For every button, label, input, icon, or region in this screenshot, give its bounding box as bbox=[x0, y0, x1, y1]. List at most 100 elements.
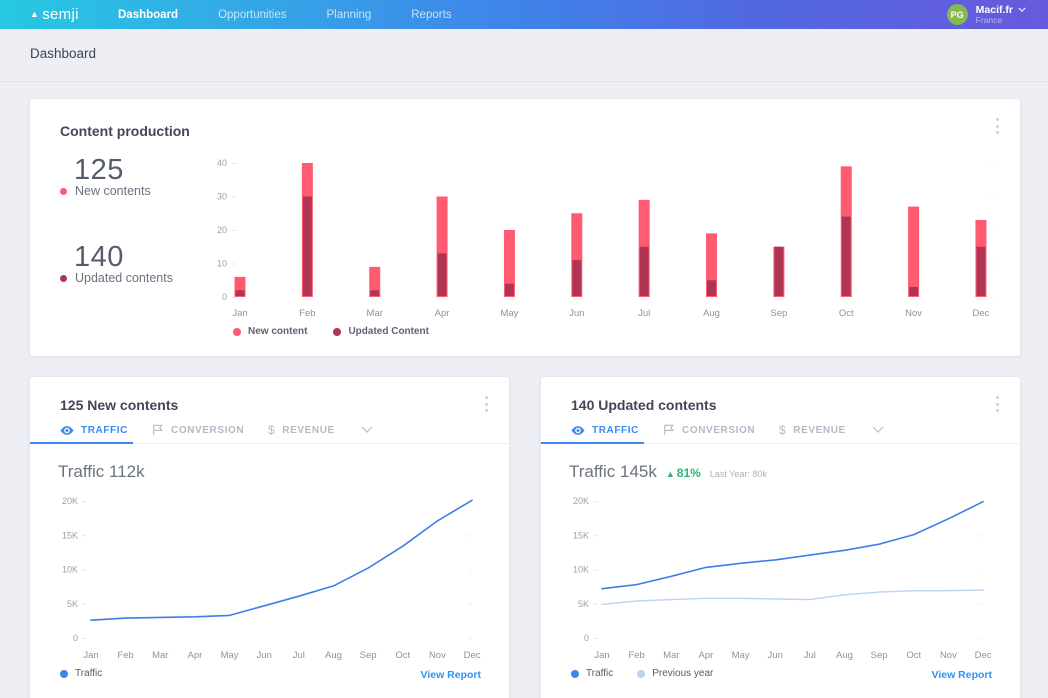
svg-text:May: May bbox=[500, 308, 518, 319]
dollar-icon: $ bbox=[779, 423, 787, 437]
svg-text:20: 20 bbox=[217, 225, 227, 235]
svg-text:Jun: Jun bbox=[257, 650, 272, 661]
svg-text:Dec: Dec bbox=[973, 308, 990, 319]
svg-text:Oct: Oct bbox=[906, 650, 921, 661]
updated-contents-card: 140 Updated contents TRAFFIC CONVERSION … bbox=[541, 377, 1020, 698]
svg-text:10: 10 bbox=[217, 259, 227, 269]
svg-text:30: 30 bbox=[217, 192, 227, 202]
new-content-dot-icon bbox=[60, 187, 67, 195]
last-year-note: Last Year: 80k bbox=[709, 469, 767, 479]
svg-text:Jan: Jan bbox=[594, 650, 609, 661]
svg-text:Sep: Sep bbox=[770, 308, 787, 319]
svg-text:20K: 20K bbox=[573, 496, 589, 506]
tab-traffic[interactable]: TRAFFIC bbox=[571, 417, 639, 443]
svg-text:May: May bbox=[221, 650, 239, 661]
line-chart-legend: Traffic bbox=[60, 668, 102, 679]
svg-text:Jan: Jan bbox=[83, 650, 98, 661]
svg-text:5K: 5K bbox=[578, 599, 589, 609]
svg-text:Sep: Sep bbox=[360, 650, 377, 661]
metric-tabs: TRAFFIC CONVERSION $ REVENUE bbox=[541, 417, 1020, 444]
svg-text:0: 0 bbox=[73, 633, 78, 643]
nav-tab-dashboard[interactable]: Dashboard bbox=[118, 8, 179, 21]
eye-icon bbox=[60, 425, 74, 435]
delta-badge: ▲ 81% bbox=[665, 466, 701, 480]
view-report-link[interactable]: View Report bbox=[420, 669, 482, 681]
tab-revenue[interactable]: $ REVENUE bbox=[779, 423, 846, 437]
updated-content-dot-icon bbox=[333, 327, 342, 336]
account-region: France bbox=[975, 14, 1003, 25]
svg-text:Mar: Mar bbox=[663, 650, 679, 661]
svg-text:10K: 10K bbox=[573, 565, 589, 575]
card-title: 125 New contents bbox=[60, 397, 179, 413]
nav-tab-reports[interactable]: Reports bbox=[411, 8, 452, 21]
svg-text:May: May bbox=[732, 650, 750, 661]
svg-text:0: 0 bbox=[222, 292, 227, 302]
updated-contents-stat: Updated contents bbox=[60, 271, 173, 285]
legend-new-content: New content bbox=[233, 326, 307, 337]
tab-conversion[interactable]: CONVERSION bbox=[663, 417, 755, 443]
svg-text:Nov: Nov bbox=[905, 308, 922, 319]
header-divider bbox=[0, 81, 1048, 82]
active-tab-underline bbox=[30, 442, 133, 444]
traffic-metric: Traffic 145k ▲ 81% Last Year: 80k bbox=[569, 462, 767, 481]
new-contents-count: 125 bbox=[74, 154, 124, 186]
svg-text:Jul: Jul bbox=[293, 650, 305, 661]
svg-text:Jun: Jun bbox=[768, 650, 783, 661]
new-content-dot-icon bbox=[233, 327, 241, 336]
nav-tab-opportunities[interactable]: Opportunities bbox=[218, 8, 287, 21]
svg-text:Feb: Feb bbox=[117, 650, 133, 661]
dollar-icon: $ bbox=[268, 423, 276, 437]
card-title: 140 Updated contents bbox=[571, 397, 717, 413]
svg-text:Mar: Mar bbox=[152, 650, 168, 661]
tabs-chevron-down-icon[interactable] bbox=[361, 426, 373, 433]
traffic-dot-icon bbox=[571, 669, 579, 678]
semji-logo[interactable]: ▲ semji bbox=[30, 0, 79, 29]
kebab-menu-button[interactable] bbox=[990, 394, 1004, 414]
svg-text:Oct: Oct bbox=[395, 650, 410, 661]
avatar: PG bbox=[946, 4, 968, 25]
legend-previous-year: Previous year bbox=[637, 668, 713, 679]
nav-tab-planning[interactable]: Planning bbox=[326, 8, 372, 21]
svg-text:40: 40 bbox=[217, 158, 227, 168]
kebab-menu-button[interactable] bbox=[990, 116, 1004, 136]
legend-traffic: Traffic bbox=[60, 668, 102, 679]
legend-updated-content: Updated Content bbox=[333, 326, 429, 337]
account-name: Macif.fr bbox=[975, 3, 1013, 16]
metric-tabs: TRAFFIC CONVERSION $ REVENUE bbox=[30, 417, 509, 444]
card-title: Content production bbox=[60, 123, 190, 139]
new-contents-card: 125 New contents TRAFFIC CONVERSION $ RE… bbox=[30, 377, 509, 698]
up-arrow-icon: ▲ bbox=[665, 469, 675, 479]
line-chart-legend: Traffic Previous year bbox=[571, 668, 713, 679]
flag-icon bbox=[153, 424, 164, 436]
logo-triangle-icon: ▲ bbox=[30, 8, 40, 19]
user-meta: Macif.fr France bbox=[976, 4, 1026, 26]
logo-text: semji bbox=[42, 6, 79, 23]
tab-traffic[interactable]: TRAFFIC bbox=[60, 417, 128, 443]
bar-chart-legend: New content Updated Content bbox=[233, 326, 429, 337]
content-production-card: Content production 125 New contents 140 … bbox=[30, 99, 1020, 356]
tabs-chevron-down-icon[interactable] bbox=[872, 426, 884, 433]
svg-text:Jan: Jan bbox=[232, 308, 247, 319]
svg-text:15K: 15K bbox=[62, 530, 78, 540]
svg-text:10K: 10K bbox=[62, 565, 78, 575]
nav-tabs: Dashboard Opportunities Planning Reports bbox=[118, 0, 452, 29]
chevron-down-icon bbox=[1018, 7, 1026, 13]
traffic-dot-icon bbox=[60, 669, 68, 678]
svg-text:Aug: Aug bbox=[703, 308, 720, 319]
page-title: Dashboard bbox=[30, 46, 97, 61]
svg-text:Feb: Feb bbox=[299, 308, 315, 319]
svg-text:15K: 15K bbox=[573, 530, 589, 540]
kebab-menu-button[interactable] bbox=[479, 394, 493, 414]
new-contents-stat: New contents bbox=[60, 184, 151, 198]
user-menu[interactable]: PG Macif.fr France bbox=[946, 0, 1026, 29]
view-report-link[interactable]: View Report bbox=[931, 669, 993, 681]
tab-revenue[interactable]: $ REVENUE bbox=[268, 423, 335, 437]
svg-text:Sep: Sep bbox=[871, 650, 888, 661]
updated-contents-count: 140 bbox=[74, 241, 124, 273]
tab-conversion[interactable]: CONVERSION bbox=[152, 417, 244, 443]
svg-text:Aug: Aug bbox=[836, 650, 853, 661]
svg-text:5K: 5K bbox=[67, 599, 78, 609]
svg-text:Dec: Dec bbox=[975, 650, 992, 661]
svg-text:Apr: Apr bbox=[188, 650, 203, 661]
svg-text:Jul: Jul bbox=[638, 308, 650, 319]
